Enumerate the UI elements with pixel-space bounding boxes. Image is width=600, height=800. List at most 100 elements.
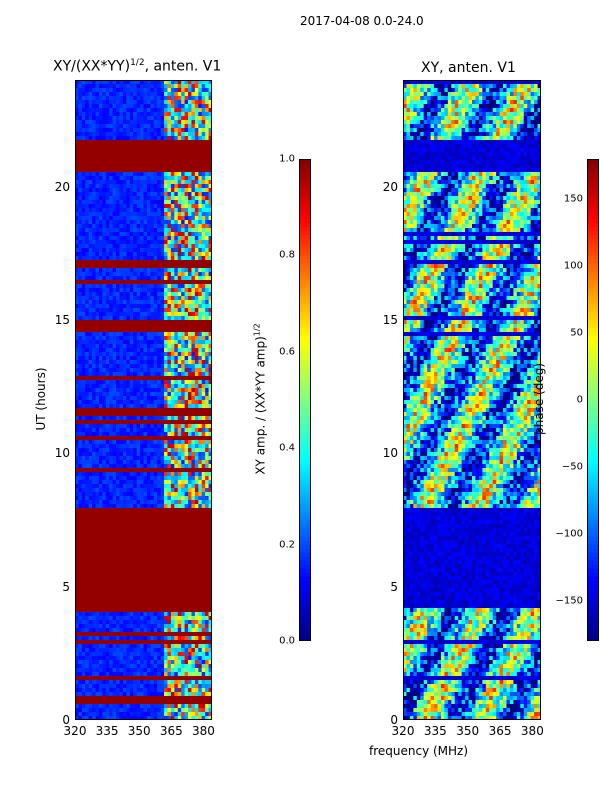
left-heatmap-cell [164,380,168,385]
left-heatmap-cell [112,176,117,181]
left-heatmap-cell [194,224,199,229]
left-heatmap-cell [136,364,141,369]
left-heatmap-cell [112,224,117,229]
left-heatmap-cell [160,260,165,265]
left-heatmap-cell [129,392,134,397]
left-heatmap-cell [167,436,172,441]
left-heatmap-cell [184,328,189,333]
left-heatmap-cell [167,408,172,413]
left-heatmap-cell [174,320,179,325]
left-heatmap-cell [181,248,185,253]
left-heatmap-cell [164,260,168,265]
left-heatmap-cell [122,576,127,581]
left-heatmap-cell [119,224,124,229]
left-heatmap-cell [198,288,203,293]
left-heatmap-cell [109,308,114,313]
left-heatmap-cell [116,468,120,473]
left-heatmap-cell [109,312,114,317]
left-heatmap-cell [167,396,172,401]
left-heatmap-cell [170,364,175,369]
left-heatmap-cell [157,288,162,293]
left-heatmap-cell [143,244,148,249]
left-heatmap-cell [188,348,192,353]
left-heatmap-cell [164,376,168,381]
left-heatmap-cell [194,492,199,497]
left-heatmap-cell [136,208,141,213]
left-heatmap-cell [167,380,172,385]
left-heatmap-cell [116,524,120,529]
left-heatmap-cell [177,216,182,221]
left-heatmap-cell [194,352,199,357]
left-heatmap-cell [164,384,168,389]
left-heatmap-cell [170,320,175,325]
left-heatmap-cell [112,400,117,405]
left-heatmap-cell [150,172,155,177]
left-heatmap-cell [146,424,151,429]
left-heatmap-cell [181,136,185,141]
left-heatmap-cell [143,432,148,437]
left-heatmap-cell [191,328,196,333]
left-heatmap-cell [201,200,206,205]
left-title-main: XY/(XX*YY) [53,58,131,75]
left-heatmap-cell [75,312,79,317]
left-heatmap-cell [133,232,138,237]
left-heatmap-cell [164,432,168,437]
left-heatmap-cell [81,176,86,181]
left-heatmap-cell [85,308,90,313]
left-heatmap-cell [81,208,86,213]
left-heatmap-cell [102,416,107,421]
left-heatmap-cell [208,212,212,217]
left-heatmap-cell [105,88,110,93]
left-heatmap-cell [88,468,93,473]
left-heatmap-cell [88,344,93,349]
left-heatmap-cell [150,352,155,357]
left-heatmap-cell [146,388,151,393]
left-heatmap-cell [194,336,199,341]
left-heatmap-cell [105,256,110,261]
left-heatmap-cell [198,380,203,385]
left-heatmap-cell [177,460,182,465]
left-heatmap-cell [164,308,168,313]
left-heatmap-cell [109,276,114,281]
left-heatmap-cell [157,204,162,209]
left-heatmap-cell [122,264,127,269]
left-heatmap-cell [188,144,192,149]
left-heatmap-cell [102,200,107,205]
left-heatmap-cell [78,340,83,345]
left-heatmap-cell [140,552,144,557]
left-heatmap-cell [102,284,107,289]
left-heatmap-cell [188,252,192,257]
left-heatmap-cell [177,132,182,137]
left-heatmap-cell [75,568,79,573]
left-heatmap-cell [126,440,131,445]
left-heatmap-cell [191,224,196,229]
left-heatmap-cell [105,352,110,357]
left-heatmap-cell [188,184,192,189]
left-heatmap-cell [98,152,103,157]
left-heatmap-cell [208,336,212,341]
left-heatmap-cell [160,276,165,281]
left-heatmap-cell [129,368,134,373]
left-heatmap-cell [112,464,117,469]
left-heatmap-cell [205,484,209,489]
left-heatmap-cell [129,576,134,581]
left-heatmap-cell [143,216,148,221]
left-heatmap-cell [102,508,107,513]
left-heatmap-cell [129,476,134,481]
left-heatmap-cell [188,292,192,297]
left-heatmap-cell [102,176,107,181]
left-heatmap-cell [153,248,158,253]
left-heatmap-cell [98,388,103,393]
left-heatmap-cell [85,544,90,549]
left-heatmap-cell [153,276,158,281]
left-heatmap-cell [92,144,96,149]
left-heatmap-cell [208,432,212,437]
left-heatmap-cell [140,332,144,337]
left-heatmap-cell [160,356,165,361]
left-heatmap-cell [174,312,179,317]
figure-suptitle: 2017-04-08 0.0-24.0 [300,14,424,28]
left-heatmap-cell [85,244,90,249]
left-heatmap-cell [157,284,162,289]
left-heatmap-cell [133,532,138,537]
left-heatmap-cell [119,340,124,345]
